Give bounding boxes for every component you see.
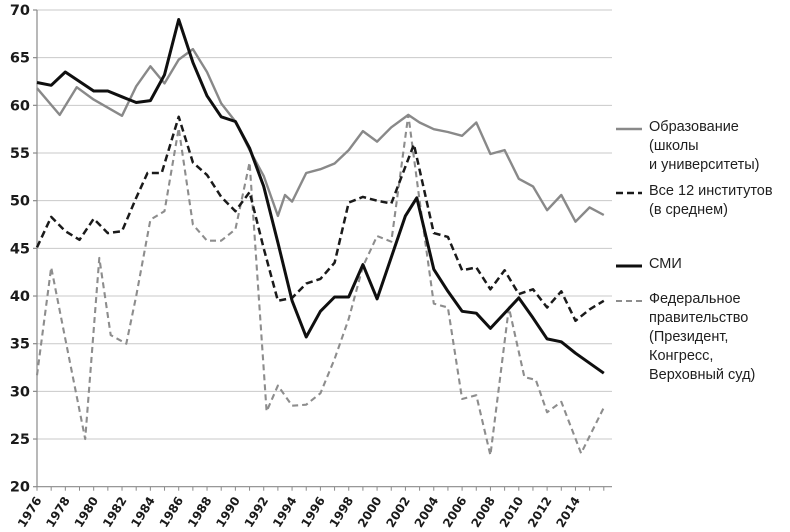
solid-line-swatch-icon <box>616 127 642 131</box>
y-axis-label-65: 65 <box>10 51 30 67</box>
x-axis-label-1990: 1990 <box>213 494 243 530</box>
dashed-line-swatch-icon <box>616 299 642 303</box>
y-axis-label-25: 25 <box>10 432 30 448</box>
x-axis-label-1996: 1996 <box>298 494 328 530</box>
x-axis-label-2004: 2004 <box>412 494 442 530</box>
y-axis-label-50: 50 <box>10 194 30 210</box>
x-axis-label-1984: 1984 <box>128 494 158 530</box>
x-axis-label-2010: 2010 <box>497 494 527 530</box>
x-axis-label-2006: 2006 <box>440 494 470 530</box>
y-axis-label-70: 70 <box>10 3 30 19</box>
x-axis-label-2000: 2000 <box>355 494 385 530</box>
series-line-1 <box>36 47 605 223</box>
solid-line-swatch-icon <box>616 264 642 268</box>
x-axis-label-2002: 2002 <box>383 494 413 530</box>
dashed-line-swatch-icon <box>616 191 642 195</box>
y-axis-label-20: 20 <box>10 480 30 496</box>
y-axis-label-30: 30 <box>10 384 30 400</box>
y-axis-label-55: 55 <box>10 146 30 162</box>
x-axis-label-1994: 1994 <box>270 494 300 530</box>
legend-label: Федеральное правительство (Президент, Конг… <box>649 291 756 383</box>
x-axis-label-2008: 2008 <box>468 494 498 530</box>
x-axis-label-1980: 1980 <box>72 494 102 530</box>
y-axis-label-40: 40 <box>10 289 30 305</box>
x-axis-label-1976: 1976 <box>15 494 45 530</box>
x-axis-label-1992: 1992 <box>242 494 272 530</box>
y-axis-label-45: 45 <box>10 241 30 257</box>
x-axis-label-1988: 1988 <box>185 494 215 530</box>
x-axis-label-2014: 2014 <box>553 494 583 530</box>
series-line-0 <box>35 113 605 457</box>
series-line-3 <box>36 18 605 375</box>
legend-item-3: СМИ <box>616 255 682 274</box>
legend-label: Все 12 институтов (в среднем) <box>649 183 773 218</box>
x-axis-label-1982: 1982 <box>100 494 130 530</box>
y-axis-label-60: 60 <box>10 98 30 114</box>
legend-item-2: Все 12 институтов (в среднем) <box>616 182 773 220</box>
x-axis-label-2012: 2012 <box>525 494 555 530</box>
x-axis-label-1986: 1986 <box>157 494 187 530</box>
series-line-2 <box>35 115 605 323</box>
x-axis-label-1998: 1998 <box>327 494 357 530</box>
legend-label: СМИ <box>649 256 682 272</box>
legend-label: Образование (школы и университеты) <box>649 119 760 173</box>
legend-item-1: Образование (школы и университеты) <box>616 118 759 175</box>
legend-item-0: Федеральное правительство (Президент, Конг… <box>616 290 790 385</box>
y-axis-label-35: 35 <box>10 337 30 353</box>
x-axis-label-1978: 1978 <box>43 494 73 530</box>
